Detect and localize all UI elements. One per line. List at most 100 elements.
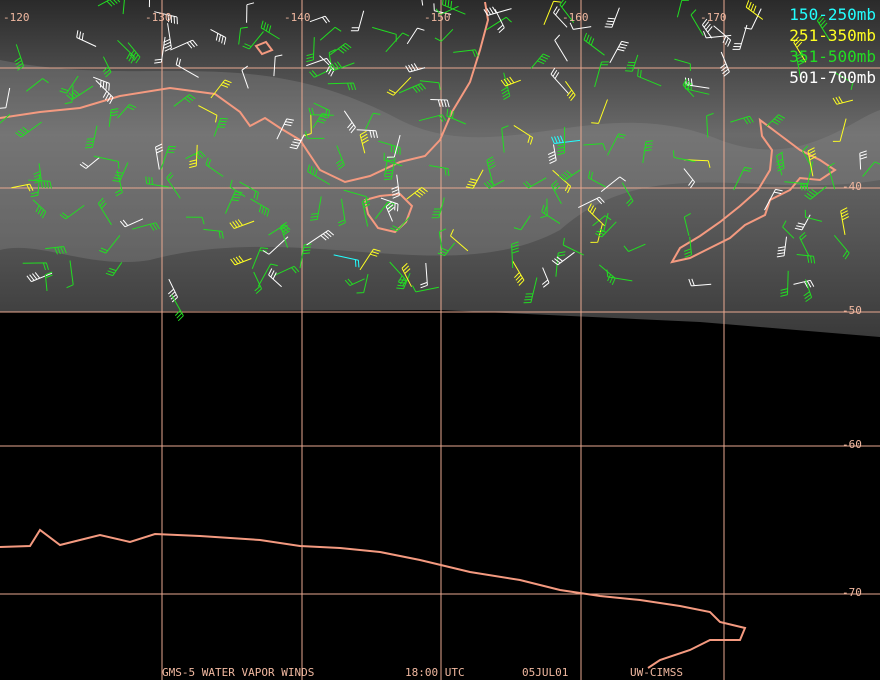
wind-barb (621, 182, 634, 207)
coastline (670, 117, 837, 264)
wind-barb (683, 212, 691, 236)
coastline (254, 40, 274, 56)
wind-barb (97, 0, 121, 7)
wind-barb (329, 42, 352, 56)
wind-barb (541, 204, 561, 225)
wind-barb (246, 2, 255, 23)
wind-barb (719, 51, 730, 77)
wind-barb (356, 273, 369, 294)
wind-barb (93, 76, 110, 91)
wind-barb (446, 108, 466, 125)
wind-barb (383, 152, 403, 167)
wind-barb (583, 143, 606, 151)
wind-barb (401, 262, 412, 287)
wind-barb (840, 207, 850, 235)
wind-barb (166, 172, 181, 199)
wind-barb (594, 61, 609, 88)
wind-barb (0, 87, 11, 109)
wind-barb (289, 134, 305, 150)
wind-barb (307, 164, 331, 185)
wind-barb (558, 169, 581, 181)
wind-barb (500, 72, 511, 101)
wind-barb (238, 26, 248, 45)
wind-barb (732, 24, 748, 50)
wind-barb (132, 222, 160, 231)
wind-barb (713, 25, 732, 47)
wind-barb (406, 27, 425, 45)
wind-barb (185, 216, 205, 225)
wind-barb (306, 229, 335, 246)
wind-barb (551, 135, 581, 144)
wind-barb (155, 143, 164, 170)
wind-barb (45, 246, 67, 255)
wind-barb (598, 264, 616, 286)
wind-barb (257, 263, 278, 287)
wind-barb (391, 174, 400, 199)
wind-barb (386, 134, 401, 158)
wind-barb (442, 0, 466, 15)
wind-barb (389, 261, 407, 287)
wind-barb (127, 42, 141, 64)
wind-barb (688, 278, 712, 287)
wind-barb (359, 130, 369, 154)
wind-barb (117, 39, 135, 64)
latitude-label: -70 (842, 586, 862, 599)
wind-barb (827, 162, 836, 190)
wind-barb (411, 285, 439, 293)
wind-barb (406, 186, 428, 200)
wind-barb (420, 262, 428, 289)
wind-barb (384, 157, 396, 181)
wind-barb (99, 234, 121, 254)
wind-barb (433, 3, 452, 15)
wind-barb (799, 161, 814, 188)
latitude-label: -40 (842, 180, 862, 193)
wind-barb (587, 203, 605, 227)
wind-barb (268, 224, 291, 236)
longitude-label: -140 (284, 11, 311, 24)
wind-barb (453, 49, 479, 57)
wind-barb (79, 156, 101, 169)
wind-barb (676, 0, 689, 18)
wind-barb (108, 108, 119, 128)
wind-barb (380, 197, 399, 212)
wind-barb (160, 145, 177, 170)
wind-barb (793, 36, 807, 63)
latitude-label: -50 (842, 304, 862, 317)
wind-barb (733, 166, 752, 191)
wind-barb (25, 78, 49, 92)
wind-barb (333, 254, 360, 268)
wind-barb (361, 197, 371, 227)
wind-barb (154, 11, 178, 25)
wind-barb (268, 268, 282, 288)
wind-barb (385, 32, 410, 53)
wind-barb (210, 28, 227, 45)
wind-barb (465, 169, 484, 189)
wind-barb (97, 197, 112, 226)
wind-barb (76, 30, 97, 47)
wind-barb (44, 271, 53, 291)
wind-barb (30, 173, 41, 198)
footer-text: GMS-5 WATER VAPOR WINDS (162, 666, 314, 679)
wind-barb (26, 272, 53, 283)
wind-barb (832, 96, 854, 105)
wind-barb (494, 8, 505, 33)
wind-barb (595, 221, 617, 238)
wind-barb (569, 22, 592, 30)
wind-barb (832, 118, 847, 142)
wind-barb (167, 278, 179, 303)
wind-barb (604, 7, 620, 28)
wind-barb (93, 155, 120, 169)
wind-barb (175, 57, 199, 78)
wind-barb (642, 140, 654, 164)
wind-barb (337, 198, 346, 227)
wind-barb (784, 181, 809, 191)
wind-barb (343, 110, 356, 134)
wind-barb (122, 0, 125, 15)
wind-barb (486, 156, 496, 186)
footer-text: 18:00 UTC (405, 666, 465, 679)
wind-barb (33, 163, 42, 184)
wind-barb (562, 237, 585, 256)
wind-barb (530, 53, 551, 69)
wind-barb (583, 32, 605, 56)
